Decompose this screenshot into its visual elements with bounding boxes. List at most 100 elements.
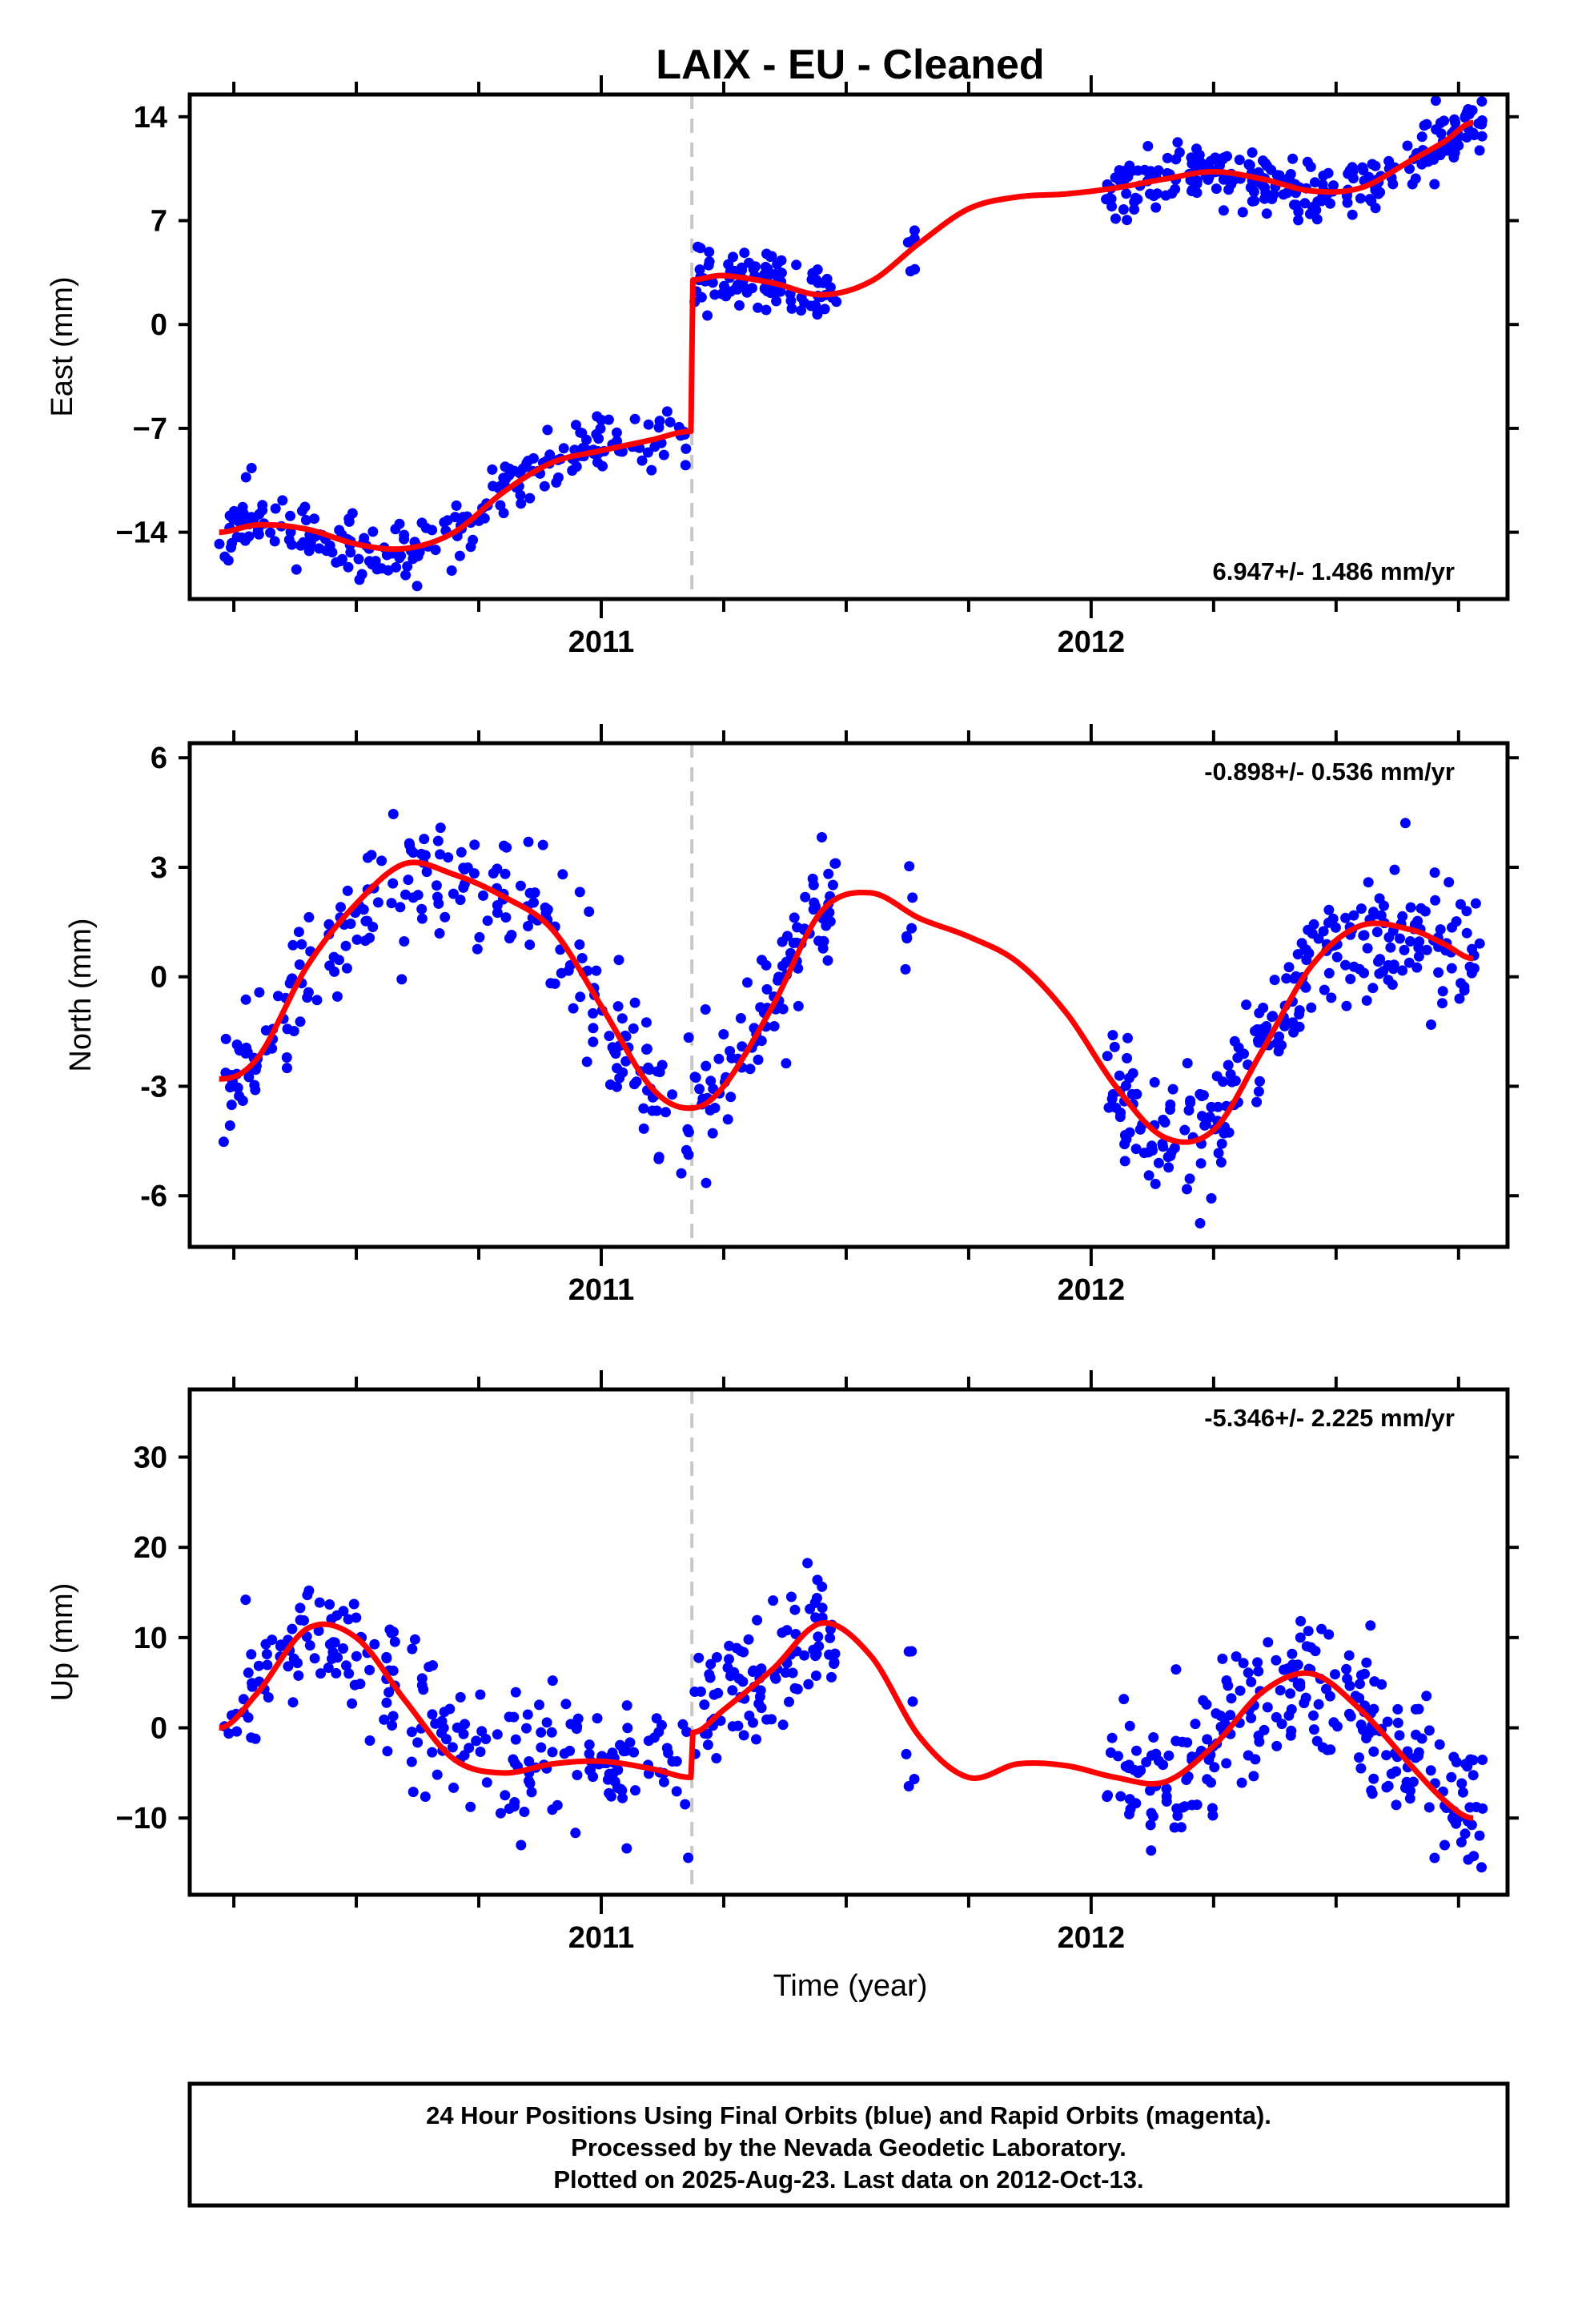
data-point	[557, 869, 568, 880]
data-point	[386, 898, 397, 909]
data-point	[748, 1665, 759, 1676]
data-point	[596, 415, 607, 425]
data-point	[1348, 961, 1359, 972]
data-point	[636, 455, 648, 466]
data-point	[396, 974, 408, 985]
data-point	[270, 503, 281, 514]
data-point	[498, 472, 509, 484]
data-point	[1311, 214, 1323, 225]
data-point	[1430, 95, 1441, 107]
data-point	[667, 1089, 678, 1100]
data-point	[743, 1634, 754, 1645]
data-point	[390, 524, 401, 535]
data-point	[523, 836, 534, 847]
data-point	[303, 987, 314, 998]
data-point	[1124, 1127, 1135, 1138]
data-point	[1295, 1632, 1306, 1643]
data-point	[1182, 1771, 1194, 1782]
caption-line-1: 24 Hour Positions Using Final Orbits (bl…	[426, 2101, 1271, 2129]
data-point	[324, 960, 335, 971]
data-point	[768, 1595, 779, 1606]
data-point	[348, 1598, 359, 1610]
data-point	[435, 849, 446, 860]
data-point	[343, 1668, 355, 1679]
data-point	[617, 1792, 628, 1803]
data-point	[364, 932, 375, 943]
y-tick-label: 20	[134, 1531, 167, 1565]
data-point	[516, 1839, 527, 1851]
data-point	[640, 1017, 652, 1028]
data-point	[1210, 152, 1221, 163]
data-point	[1125, 1803, 1136, 1815]
data-point	[521, 1723, 532, 1734]
data-point	[1172, 1810, 1183, 1821]
data-point	[649, 441, 661, 452]
data-point	[581, 1056, 592, 1068]
data-point	[476, 1726, 488, 1737]
data-point	[218, 1136, 229, 1148]
data-point	[1399, 944, 1410, 955]
data-point	[1273, 1046, 1284, 1057]
data-point	[725, 1092, 737, 1103]
data-point	[515, 489, 526, 501]
data-point	[556, 967, 567, 979]
data-point	[341, 1660, 351, 1671]
data-point	[711, 1753, 722, 1763]
data-point	[1362, 943, 1373, 954]
data-point	[766, 1714, 777, 1725]
data-point	[900, 963, 911, 975]
data-point	[821, 920, 832, 931]
data-point	[651, 1713, 662, 1724]
data-point	[713, 1053, 725, 1064]
data-point	[323, 919, 335, 930]
data-point	[547, 1747, 558, 1758]
data-point	[574, 939, 585, 950]
data-point	[1107, 1089, 1118, 1100]
data-point	[1375, 954, 1386, 965]
data-point	[1368, 1703, 1379, 1715]
data-point	[1118, 204, 1129, 215]
caption-frame	[187, 2081, 1510, 2208]
data-point	[1399, 818, 1411, 829]
data-point	[1124, 1720, 1135, 1731]
data-point	[1313, 1699, 1324, 1710]
data-point	[807, 873, 818, 884]
data-point	[1241, 999, 1252, 1011]
data-point	[214, 538, 225, 549]
data-point	[1130, 1144, 1142, 1155]
data-point	[709, 1103, 721, 1113]
data-point	[1163, 1162, 1174, 1173]
data-point	[432, 835, 444, 846]
data-point	[1421, 944, 1432, 955]
y-tick-label: 0	[151, 308, 167, 342]
data-point	[782, 931, 793, 942]
data-point	[1429, 867, 1440, 879]
data-point	[753, 302, 764, 313]
data-point	[1387, 179, 1399, 190]
velocity-annotation: -0.898+/- 0.536 mm/yr	[1204, 758, 1455, 786]
data-point	[465, 1801, 476, 1812]
data-point	[412, 581, 423, 592]
data-point	[788, 938, 799, 948]
data-point	[1252, 1657, 1263, 1668]
data-point	[821, 273, 833, 284]
data-point	[1323, 1629, 1335, 1640]
data-point	[1361, 1657, 1372, 1668]
data-point	[1218, 205, 1229, 216]
data-point	[827, 879, 838, 891]
data-point	[1434, 1739, 1445, 1750]
data-point	[1394, 1730, 1405, 1741]
data-point	[376, 563, 387, 574]
data-point	[345, 919, 356, 929]
data-point	[500, 461, 511, 472]
data-point	[769, 1021, 780, 1031]
data-point	[323, 1663, 334, 1673]
data-point	[545, 978, 556, 989]
data-point	[331, 991, 343, 1002]
data-point	[702, 310, 713, 321]
data-point	[1303, 1626, 1314, 1637]
data-point	[825, 282, 836, 293]
axes-frame	[187, 1387, 1510, 1897]
data-point	[901, 1748, 912, 1759]
data-point	[1161, 1791, 1172, 1802]
